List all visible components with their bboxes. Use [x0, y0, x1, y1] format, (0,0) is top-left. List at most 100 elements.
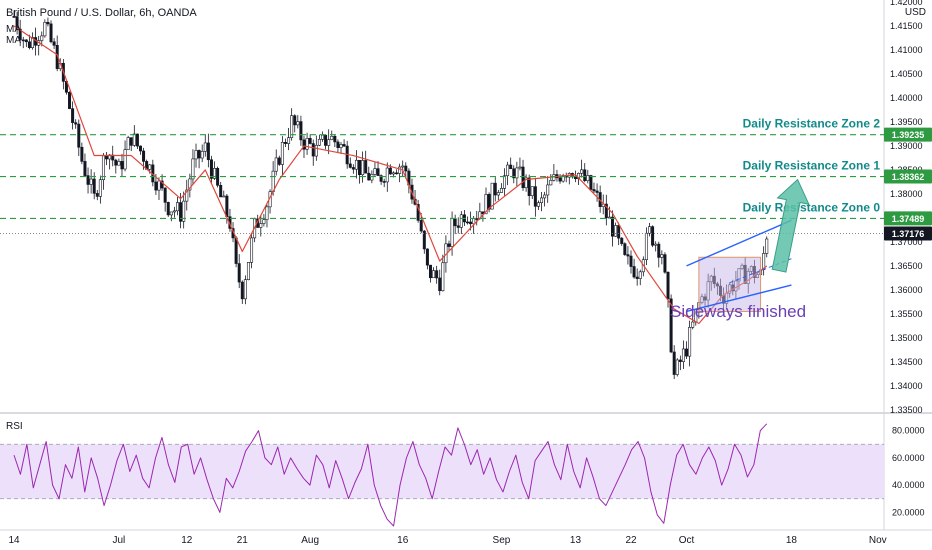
candle-body	[512, 168, 516, 179]
candle-body	[132, 133, 136, 146]
candle-body	[765, 238, 769, 254]
candle-body	[320, 134, 324, 140]
candle-body	[435, 270, 439, 279]
symbol-title: British Pound / U.S. Dollar, 6h, OANDA	[6, 7, 197, 19]
candle-body	[299, 121, 303, 141]
candle-body	[333, 135, 337, 143]
candle-body	[339, 144, 343, 148]
candle-body	[225, 195, 229, 218]
time-tick-label: Sep	[493, 535, 511, 546]
candle-body	[663, 254, 667, 273]
time-tick-label: 22	[625, 535, 637, 546]
candle-body	[499, 188, 503, 193]
candle-body	[657, 243, 661, 258]
candle-body	[515, 167, 519, 179]
candle-body	[441, 262, 445, 292]
candle-body	[447, 243, 451, 247]
candle-body	[314, 144, 318, 157]
candle-body	[509, 164, 513, 170]
candle-body	[651, 226, 655, 246]
last-price-label: 1.37176	[892, 229, 925, 239]
candle-body	[105, 155, 109, 160]
price-tick-label: 1.40000	[890, 93, 923, 103]
candle-body	[635, 276, 639, 279]
candle-body	[685, 348, 689, 357]
candle-body	[533, 186, 537, 207]
candle-body	[52, 41, 56, 46]
candle-body	[138, 145, 142, 152]
candle-body	[592, 189, 596, 192]
candle-body	[620, 237, 624, 244]
candle-body	[669, 298, 673, 353]
time-tick-label: Oct	[679, 535, 695, 546]
price-tick-label: 1.42000	[890, 0, 923, 7]
candle-body	[530, 186, 534, 197]
candle-body	[589, 175, 593, 190]
resistance-price-label-0: 1.39235	[892, 130, 925, 140]
price-tick-label: 1.40500	[890, 69, 923, 79]
candle-body	[549, 179, 553, 186]
candle-body	[580, 169, 584, 174]
candle-body	[95, 193, 99, 197]
candle-body	[456, 225, 460, 228]
candle-body	[607, 216, 611, 219]
candle-body	[524, 177, 528, 189]
candle-body	[71, 108, 75, 123]
projection-arrow	[771, 178, 810, 273]
candle-body	[237, 263, 241, 283]
candle-body	[46, 21, 50, 25]
candle-body	[660, 254, 664, 258]
rsi-tick-label: 40.0000	[892, 480, 925, 490]
candle-body	[287, 137, 291, 144]
candle-body	[388, 167, 392, 175]
candle-body	[21, 39, 25, 42]
candle-body	[200, 151, 204, 159]
candle-body	[626, 254, 630, 257]
candle-body	[123, 149, 127, 170]
candle-body	[80, 146, 84, 162]
candle-body	[688, 327, 692, 357]
candle-body	[540, 197, 544, 203]
candle-body	[126, 137, 130, 150]
price-tick-label: 1.41000	[890, 45, 923, 55]
candle-body	[176, 202, 180, 212]
rsi-indicator-label[interactable]: RSI	[6, 421, 23, 432]
candle-body	[586, 175, 590, 181]
price-tick-label: 1.38000	[890, 189, 923, 199]
ma-indicator-label[interactable]: MA	[6, 24, 21, 35]
time-tick-label: Nov	[869, 535, 887, 546]
rsi-line	[13, 423, 768, 527]
time-tick-label: 13	[570, 535, 582, 546]
candle-body	[179, 202, 183, 222]
ma-indicator-label-2[interactable]: MA	[6, 35, 21, 46]
candle-body	[188, 178, 192, 191]
candle-body	[543, 194, 547, 199]
candle-body	[493, 182, 497, 196]
candle-body	[92, 178, 96, 194]
candle-body	[154, 181, 158, 191]
time-tick-label: 18	[786, 535, 798, 546]
time-tick-label: Aug	[301, 535, 319, 546]
candle-body	[370, 174, 374, 181]
candle-body	[203, 142, 207, 152]
candle-body	[129, 137, 133, 146]
resistance-price-badge-2	[884, 211, 932, 226]
candle-body	[681, 348, 685, 362]
candle-body	[351, 167, 355, 170]
candle-body	[246, 262, 250, 280]
price-tick-label: 1.37000	[890, 237, 923, 247]
candle-body	[114, 159, 118, 166]
candle-body	[27, 41, 31, 49]
candle-body	[558, 177, 562, 182]
candle-body	[18, 28, 22, 41]
candle-body	[135, 133, 139, 147]
price-tick-label: 1.34500	[890, 357, 923, 367]
candle-body	[503, 175, 507, 189]
candle-body	[280, 142, 284, 165]
resistance-zone-label-1: Daily Resistance Zone 1	[743, 159, 881, 173]
candle-body	[395, 172, 399, 175]
candle-body	[632, 266, 636, 278]
candle-body	[358, 159, 362, 176]
candle-body	[691, 321, 695, 328]
